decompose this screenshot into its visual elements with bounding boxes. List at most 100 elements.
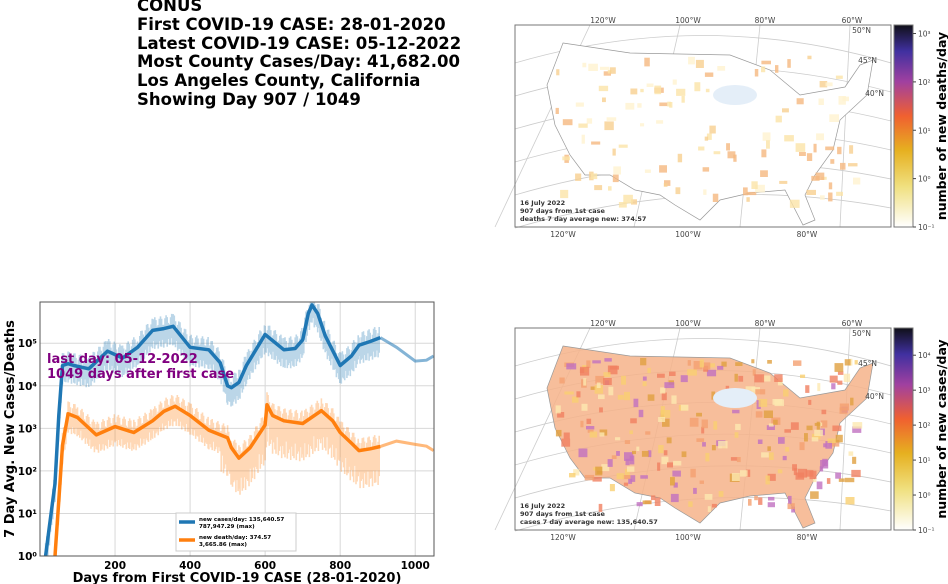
colorbar-tick-label: 10³ (918, 30, 931, 39)
county-cell (591, 173, 598, 180)
county-cell (667, 462, 673, 468)
county-cell (560, 189, 569, 199)
county-cell (693, 361, 703, 370)
county-cell (746, 191, 757, 196)
county-cell (736, 457, 741, 463)
county-cell (663, 183, 668, 187)
county-cell (813, 143, 817, 153)
county-cell (641, 450, 649, 457)
county-cell (825, 441, 832, 449)
county-cell (751, 359, 755, 364)
county-cell (702, 442, 706, 447)
county-cell (754, 374, 765, 383)
county-cell (766, 425, 775, 430)
county-cell (826, 478, 831, 484)
last-day-annotation: last day: 05-12-2022 (47, 352, 198, 367)
legend-max: 787,947.29 (max) (199, 524, 255, 530)
county-cell (673, 460, 682, 466)
county-cell (627, 466, 635, 472)
county-cell (633, 398, 639, 408)
county-cell (564, 391, 574, 395)
county-cell (835, 75, 843, 79)
y-tick-label: 10³ (18, 423, 38, 435)
county-cell (773, 419, 778, 425)
county-cell (721, 361, 727, 367)
county-cell (581, 403, 588, 411)
county-cell (836, 191, 843, 196)
county-cell (745, 386, 756, 391)
lon-label-bottom: 80°W (797, 230, 818, 239)
county-cell (733, 154, 737, 162)
county-cell (812, 479, 817, 483)
county-cell (743, 187, 748, 196)
county-cell (676, 88, 686, 96)
county-cell (636, 502, 643, 507)
county-cell (838, 96, 846, 105)
county-cell (768, 496, 775, 501)
county-cell (688, 56, 695, 65)
county-cell (680, 404, 689, 411)
county-cell (622, 475, 631, 480)
county-cell (644, 57, 650, 67)
county-cell (793, 360, 802, 366)
county-cell (699, 359, 704, 368)
county-cell (818, 422, 823, 427)
county-cell (837, 380, 843, 385)
lat-label: 40°N (865, 392, 884, 401)
x-tick-label: 400 (179, 560, 201, 572)
lon-label-bottom: 100°W (675, 533, 701, 542)
county-cell (829, 114, 839, 122)
county-cell (572, 396, 579, 403)
county-cell (603, 71, 611, 76)
county-cell (787, 503, 795, 510)
county-cell (852, 422, 863, 429)
county-cell (586, 118, 593, 124)
county-cell (844, 477, 855, 483)
county-cell (596, 382, 601, 388)
county-cell (748, 498, 752, 506)
lon-label-bottom: 80°W (797, 533, 818, 542)
county-cell (706, 369, 717, 377)
county-cell (852, 426, 862, 433)
county-cell (657, 373, 665, 378)
county-cell (709, 125, 716, 134)
county-cell (792, 464, 797, 471)
county-cell (701, 426, 705, 434)
county-cell (618, 144, 628, 148)
y-tick-label: 10² (18, 466, 38, 478)
county-cell (804, 433, 808, 442)
county-cell (762, 132, 771, 141)
county-cell (603, 372, 611, 378)
county-cell (670, 493, 679, 503)
county-cell (828, 182, 833, 190)
county-cell (725, 385, 730, 390)
county-cell (806, 153, 813, 161)
county-cell (654, 85, 662, 95)
county-cell (672, 470, 681, 477)
county-cell (600, 66, 610, 70)
county-cell (592, 477, 602, 482)
lon-label-top: 100°W (675, 16, 701, 25)
county-cell (767, 502, 775, 508)
county-cell (815, 172, 825, 180)
county-cell (712, 193, 719, 202)
county-cell (638, 409, 644, 418)
county-cell (805, 385, 810, 393)
latest-case: Latest COVID-19 CASE: 05-12-2022 (137, 33, 462, 53)
county-cell (586, 426, 595, 430)
county-cell (557, 412, 565, 418)
colorbar-tick-label: 10¹ (918, 456, 931, 465)
county-cell (718, 491, 724, 497)
county-cell (703, 189, 707, 195)
colorbar-tick-label: 10⁴ (918, 351, 931, 360)
last-day-annotation: 1049 days after first case (47, 367, 234, 382)
county-cell (730, 457, 738, 461)
top-county: Los Angeles County, California (137, 71, 421, 91)
county-cell (581, 134, 585, 144)
lon-label-top: 60°W (842, 319, 863, 328)
lat-label: 45°N (858, 359, 877, 368)
county-cell (617, 394, 624, 400)
colorbar-tick-label: 10⁻¹ (918, 526, 935, 535)
county-cell (670, 477, 675, 486)
